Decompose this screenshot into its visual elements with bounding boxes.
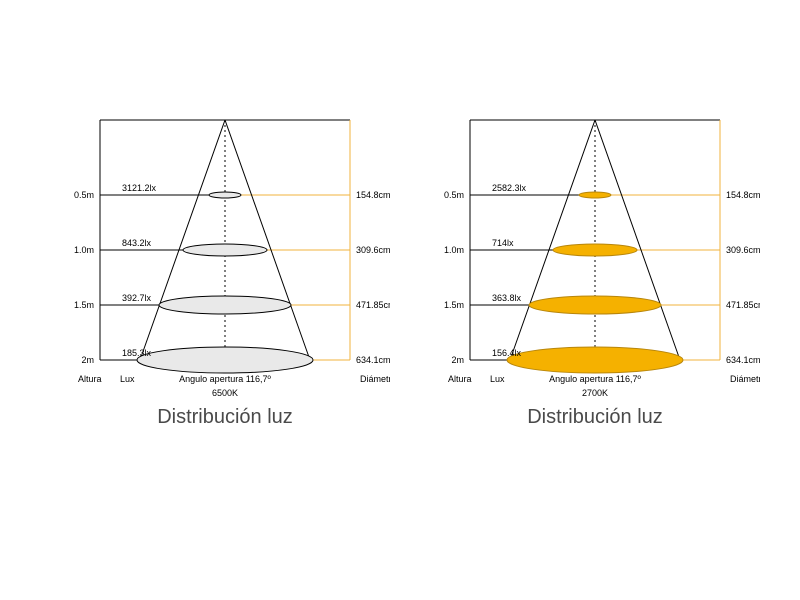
height-label: 2m	[81, 355, 94, 365]
lux-label: 714lx	[492, 238, 514, 248]
height-label: 1.0m	[74, 245, 94, 255]
axis-label-lux: Lux	[120, 374, 135, 384]
height-label: 2m	[451, 355, 464, 365]
axis-label-altura: Altura	[78, 374, 102, 384]
chart-title: Distribución luz	[60, 406, 390, 429]
beam-ellipse	[159, 296, 291, 314]
cone-edge-right	[595, 120, 680, 360]
light-distribution-chart-right: 0.5m 1.0m 1.5m 2m 2582.3lx 714lx 363.8lx 156.4l…	[430, 110, 760, 400]
kelvin-label: 2700K	[582, 388, 608, 398]
kelvin-label: 6500K	[212, 388, 238, 398]
cone-edge-right	[225, 120, 310, 360]
chart-svg: 0.5m 1.0m 1.5m 2m 3121.2lx 843.2lx 392.7lx 185.…	[60, 110, 390, 400]
beam-ellipse	[529, 296, 661, 314]
axis-label-aperture: Angulo apertura 116,7º	[179, 374, 271, 384]
diameter-label: 154.8cm	[726, 190, 760, 200]
axis-label-diametro: Diámetro	[730, 374, 760, 384]
cone-edge-left	[510, 120, 595, 360]
beam-ellipse	[183, 244, 267, 256]
axis-label-aperture: Angulo apertura 116,7º	[549, 374, 641, 384]
diameter-label: 471.85cm	[726, 300, 760, 310]
diameter-label: 309.6cm	[356, 245, 390, 255]
lux-label: 3121.2lx	[122, 183, 157, 193]
height-label: 1.5m	[444, 300, 464, 310]
lux-label: 392.7lx	[122, 293, 152, 303]
cone-edge-left	[140, 120, 225, 360]
diameter-label: 471.85cm	[356, 300, 390, 310]
height-label: 0.5m	[74, 190, 94, 200]
diameter-label: 309.6cm	[726, 245, 760, 255]
chart-svg: 0.5m 1.0m 1.5m 2m 2582.3lx 714lx 363.8lx 156.4l…	[430, 110, 760, 400]
chart-title: Distribución luz	[430, 406, 760, 429]
beam-ellipse	[507, 347, 683, 373]
light-distribution-chart-left: 0.5m 1.0m 1.5m 2m 3121.2lx 843.2lx 392.7lx 185.…	[60, 110, 390, 400]
lux-label: 156.4lx	[492, 348, 522, 358]
diameter-label: 634.1cm	[356, 355, 390, 365]
lux-label: 185.3lx	[122, 348, 152, 358]
axis-label-altura: Altura	[448, 374, 472, 384]
beam-ellipse	[209, 192, 241, 198]
axis-label-lux: Lux	[490, 374, 505, 384]
lux-label: 363.8lx	[492, 293, 522, 303]
diameter-label: 154.8cm	[356, 190, 390, 200]
lux-label: 843.2lx	[122, 238, 152, 248]
beam-ellipse	[553, 244, 637, 256]
lux-label: 2582.3lx	[492, 183, 527, 193]
axis-label-diametro: Diámetro	[360, 374, 390, 384]
beam-ellipse	[579, 192, 611, 198]
diameter-label: 634.1cm	[726, 355, 760, 365]
height-label: 0.5m	[444, 190, 464, 200]
height-label: 1.5m	[74, 300, 94, 310]
height-label: 1.0m	[444, 245, 464, 255]
stage: 0.5m 1.0m 1.5m 2m 3121.2lx 843.2lx 392.7lx 185.…	[0, 0, 800, 600]
beam-ellipse	[137, 347, 313, 373]
